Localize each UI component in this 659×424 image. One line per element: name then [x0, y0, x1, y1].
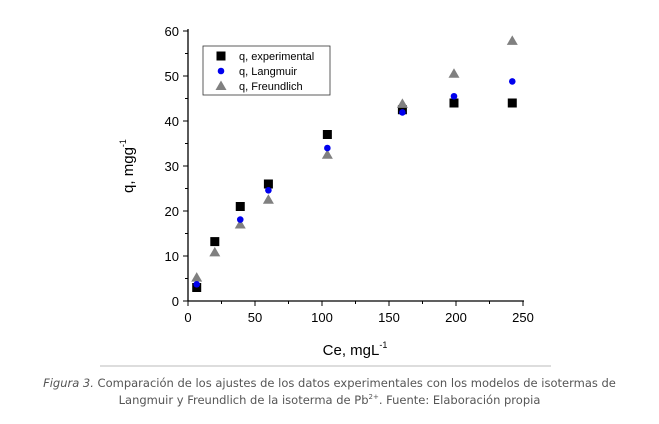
point-circle — [324, 144, 331, 152]
caption-line-2: Langmuir y Freundlich de la isoterma de … — [118, 393, 541, 407]
y-tick-label: 20 — [165, 204, 179, 219]
point-triangle — [448, 68, 460, 78]
legend-marker-square — [216, 51, 226, 61]
point-triangle — [321, 149, 333, 159]
point-square — [507, 98, 517, 108]
y-tick-label: 50 — [165, 69, 179, 84]
axes: 0 50 100 150 200 250 0 10 20 30 40 50 60 — [165, 24, 534, 325]
point-triangle — [506, 35, 518, 45]
x-tick-label: 200 — [445, 310, 467, 325]
point-square — [322, 130, 332, 139]
data-marks — [191, 35, 518, 292]
caption-line-1: Figura 3. Comparación de los ajustes de … — [43, 376, 616, 390]
y-tick-label: 40 — [165, 114, 179, 129]
x-tick-label: 0 — [184, 310, 191, 325]
point-circle — [508, 78, 516, 85]
y-tick-label: 30 — [165, 159, 179, 174]
x-tick-label: 250 — [512, 310, 534, 325]
legend: q, experimental q, Langmuir q, Freundlich — [202, 45, 331, 96]
point-triangle — [262, 194, 274, 204]
point-square — [449, 98, 459, 108]
point-square — [210, 237, 220, 247]
x-axis-label: Ce, mgL-1 — [323, 340, 388, 359]
point-triangle — [209, 246, 221, 257]
point-square — [263, 179, 273, 189]
point-triangle — [234, 219, 246, 229]
x-tick-label: 50 — [248, 310, 262, 325]
legend-label: q, Freundlich — [239, 81, 303, 93]
point-square — [235, 202, 245, 211]
point-circle — [399, 109, 406, 116]
point-triangle — [191, 272, 203, 282]
point-circle — [193, 281, 201, 288]
legend-marker-triangle — [215, 80, 227, 90]
y-tick-label: 10 — [165, 249, 179, 264]
scatter-chart: 0 50 100 150 200 250 0 10 20 30 40 50 60 q, experime… — [100, 24, 551, 367]
point-circle — [236, 216, 244, 223]
y-tick-label: 60 — [165, 24, 179, 39]
legend-label: q, Langmuir — [239, 66, 297, 78]
legend-label: q, experimental — [239, 51, 314, 63]
point-triangle — [396, 98, 408, 108]
y-tick-label: 0 — [172, 294, 179, 309]
point-circle — [450, 92, 458, 100]
legend-marker-circle — [217, 67, 225, 75]
point-circle — [265, 187, 272, 194]
x-tick-label: 150 — [378, 310, 400, 325]
y-axis-label: q, mgg-1 — [118, 139, 137, 193]
x-tick-label: 100 — [311, 310, 333, 325]
